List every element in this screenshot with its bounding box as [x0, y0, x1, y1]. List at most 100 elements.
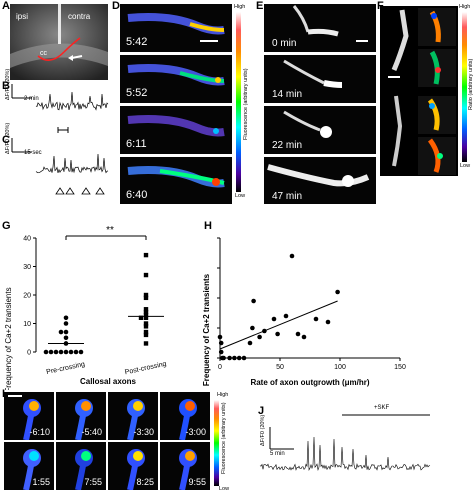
i-colorbar: [214, 400, 219, 486]
cc-label: cc: [40, 50, 47, 57]
f-colorbar: [462, 12, 467, 162]
d-colorbar: [236, 12, 241, 192]
h-point: [241, 355, 247, 361]
g-point-post: [143, 315, 149, 320]
g-ytick-label: 0: [27, 350, 31, 357]
g-point-post: [143, 292, 149, 298]
h-point: [217, 334, 223, 340]
i-time-label: 9:55: [188, 477, 206, 487]
g-point-post: [143, 272, 149, 278]
d-tile-3: 6:11: [120, 106, 232, 154]
i-time-label: -3:30: [133, 427, 154, 437]
e-tile-2: 14 min: [264, 55, 376, 103]
chart-h: 0 50 100 150 Frequency of Ca+2 transients R…: [202, 237, 406, 387]
panel-label-i: I: [2, 388, 5, 400]
g-point-post: [143, 309, 149, 315]
i-tile: -6:10: [4, 392, 54, 440]
brain-slice-drawing: [10, 4, 108, 80]
i-tile: -3:30: [108, 392, 158, 440]
h-point: [251, 298, 256, 304]
e-time-1: 0 min: [272, 38, 297, 49]
i-time-label: 7:55: [84, 477, 102, 487]
g-significance: **: [106, 225, 114, 236]
e-time-2: 14 min: [272, 89, 303, 100]
panel-label-d: D: [112, 0, 120, 12]
panel-label-h: H: [204, 220, 212, 232]
e-time-3: 22 min: [272, 140, 303, 151]
trace-c: [11, 138, 109, 195]
e-tile-3: 22 min: [264, 106, 376, 154]
g-point-pre: [58, 329, 64, 335]
g-category-label: Pre-crossing: [46, 361, 86, 376]
panel-f-images: [380, 6, 458, 176]
g-point-pre: [63, 329, 69, 335]
trace-b-xscale: 2 min: [24, 96, 39, 102]
d-tile-4: 6:40: [120, 157, 232, 204]
g-point-post: [138, 315, 144, 320]
d-time-4: 6:40: [126, 189, 148, 201]
event-markers: [55, 187, 105, 195]
h-point: [283, 313, 289, 319]
h-xtick-label: 0: [218, 364, 222, 371]
brain-slice-image: ipsi contra cc: [10, 4, 108, 80]
trace-b: [11, 84, 109, 133]
d-colorbar-low: Low: [235, 193, 246, 199]
h-point: [236, 355, 242, 361]
h-fit-line: [219, 300, 338, 350]
g-point-post: [143, 307, 149, 312]
panel-e-images: 0 min 14 min 22 min 47 min: [264, 4, 376, 204]
e-tile-1: 0 min: [264, 4, 376, 52]
h-point: [218, 349, 224, 355]
g-ylabel: Frequency of Ca+2 transients: [4, 287, 13, 390]
i-colorbar-low: Low: [219, 486, 230, 492]
i-time-label: 1:55: [32, 477, 50, 487]
panel-i-images: -6:10 -5:40 -3:30 -3:00 1:55 7:55 8:25 9:55: [4, 392, 212, 492]
trace-c-xscale: 15 sec: [24, 150, 42, 156]
h-point: [301, 334, 307, 340]
h-point: [325, 319, 331, 325]
trace-b-yscale: ΔF/F0 (20%): [5, 68, 11, 100]
g-xlabel: Callosal axons: [80, 377, 137, 386]
i-time-label: -5:40: [81, 427, 102, 437]
h-point: [271, 316, 277, 322]
panel-label-b: B: [2, 80, 10, 92]
h-ylabel: Frequency of Ca+2 transients: [202, 273, 211, 386]
g-point-pre: [68, 349, 74, 355]
g-point-post: [143, 341, 149, 346]
g-point-pre: [63, 349, 69, 355]
h-point: [227, 355, 232, 361]
g-ytick-label: 10: [23, 321, 31, 328]
i-time-label: -3:00: [185, 427, 206, 437]
g-point-post: [143, 332, 149, 338]
h-xtick-label: 100: [334, 364, 346, 371]
g-point-post: [143, 295, 149, 301]
h-point: [218, 340, 224, 346]
d-tile-2: 5:52: [120, 55, 232, 103]
trace-j-xscale: 5 min: [270, 451, 285, 457]
g-point-post: [143, 324, 149, 329]
panel-d-images: 5:42 5:52 6:11 6:40: [120, 4, 232, 204]
trace-j-yscale: ΔF/F0 (20%): [260, 414, 266, 446]
i-tile: 7:55: [56, 442, 106, 490]
panel-label-a: A: [2, 0, 10, 12]
d-colorbar-high: High: [234, 4, 246, 10]
f-colorbar-label: Ratio (arbitrary units): [468, 58, 474, 110]
g-point-pre: [48, 349, 54, 355]
d-time-1: 5:42: [126, 36, 148, 48]
i-colorbar-label: Fluorescence (arbitrary units): [221, 402, 227, 474]
i-time-label: -6:10: [29, 427, 50, 437]
h-xtick-label: 50: [276, 364, 284, 371]
e-time-4: 47 min: [272, 191, 303, 202]
contra-label: contra: [68, 12, 91, 21]
g-point-pre: [43, 349, 49, 355]
g-ytick-label: 40: [23, 236, 31, 243]
trace-c-yscale: ΔF/F0 (20%): [5, 122, 11, 154]
d-time-3: 6:11: [126, 138, 147, 150]
i-tile: 9:55: [160, 442, 210, 490]
g-point-pre: [63, 335, 69, 341]
g-ytick-label: 20: [23, 293, 31, 300]
h-point: [289, 253, 295, 259]
h-point: [250, 325, 255, 331]
i-tile: 8:25: [108, 442, 158, 490]
i-time-label: 8:25: [136, 477, 154, 487]
